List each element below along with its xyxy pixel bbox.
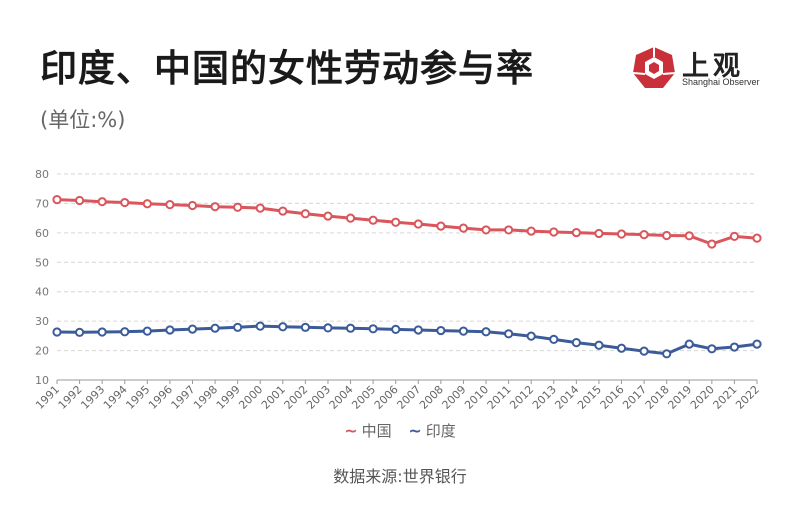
- data-point-china: [391, 217, 401, 227]
- data-point-china: [278, 206, 288, 216]
- data-point-india: [504, 329, 514, 339]
- logo-name-en: Shanghai Observer: [682, 77, 760, 87]
- data-point-china: [345, 213, 356, 223]
- data-point-india: [481, 327, 491, 337]
- data-point-china: [74, 195, 85, 206]
- legend: ~ 中国 ~ 印度: [0, 420, 800, 441]
- legend-label-india: 印度: [425, 422, 456, 440]
- data-point-china: [684, 231, 694, 241]
- data-point-china: [436, 221, 446, 231]
- series-line-india: [56, 324, 758, 356]
- data-point-india: [120, 327, 130, 337]
- data-point-china: [662, 230, 672, 241]
- data-point-china: [323, 211, 333, 221]
- y-tick-label: 40: [35, 286, 49, 299]
- data-point-china: [413, 219, 423, 229]
- y-tick-label: 70: [35, 197, 49, 210]
- page-title: 印度、中国的女性劳动参与率: [40, 47, 534, 90]
- data-point-india: [210, 323, 220, 333]
- data-point-china: [210, 202, 220, 212]
- data-point-india: [345, 323, 356, 333]
- data-point-india: [616, 343, 627, 353]
- source-note: 数据来源:世界银行: [333, 467, 467, 486]
- data-point-china: [165, 200, 175, 210]
- data-point-india: [233, 322, 243, 332]
- data-point-india: [752, 339, 762, 349]
- legend-swatch-china: ~: [344, 421, 358, 440]
- data-point-india: [684, 339, 694, 349]
- data-point-india: [368, 324, 378, 334]
- data-point-china: [549, 227, 559, 237]
- data-point-india: [52, 327, 62, 337]
- data-point-india: [729, 342, 740, 352]
- series-line-china: [56, 198, 758, 246]
- y-tick-label: 80: [35, 168, 49, 181]
- data-point-china: [255, 203, 265, 213]
- data-point-india: [165, 325, 175, 335]
- data-point-india: [639, 346, 649, 356]
- data-point-china: [594, 228, 604, 239]
- data-point-india: [413, 325, 423, 335]
- logo-name-cn: 上观: [682, 51, 744, 82]
- data-point-india: [74, 327, 85, 337]
- data-point-india: [255, 321, 265, 331]
- data-point-china: [707, 239, 717, 249]
- x-tick-label: 2022: [733, 383, 762, 410]
- y-tick-label: 10: [35, 374, 49, 387]
- data-point-china: [639, 230, 649, 240]
- legend-item-china[interactable]: ~ 中国: [344, 420, 391, 441]
- line-chart: 1020304050607080199119921993199419951996…: [33, 168, 762, 410]
- legend-item-india[interactable]: ~ 印度: [408, 420, 455, 441]
- logo: 上观 Shanghai Observer: [632, 44, 772, 94]
- unit-note: (单位:%): [40, 108, 126, 132]
- y-tick-label: 30: [35, 315, 49, 328]
- y-tick-label: 20: [35, 345, 49, 358]
- data-point-china: [368, 215, 378, 225]
- data-point-china: [752, 233, 762, 243]
- data-point-china: [233, 202, 243, 212]
- y-tick-label: 50: [35, 256, 49, 269]
- legend-label-china: 中国: [361, 422, 392, 440]
- data-point-china: [458, 223, 469, 233]
- data-point-india: [458, 326, 469, 336]
- data-point-china: [729, 231, 740, 241]
- data-point-india: [391, 324, 401, 334]
- data-point-india: [142, 326, 152, 336]
- data-point-china: [187, 200, 198, 211]
- data-point-china: [526, 226, 536, 236]
- data-point-india: [526, 331, 536, 341]
- data-point-india: [436, 325, 446, 336]
- data-point-india: [594, 340, 604, 350]
- data-point-china: [300, 209, 310, 219]
- data-point-india: [278, 322, 288, 332]
- data-point-india: [300, 322, 310, 332]
- data-point-india: [187, 324, 198, 334]
- data-point-china: [97, 197, 107, 207]
- data-point-india: [97, 327, 107, 337]
- data-point-india: [707, 344, 717, 354]
- data-point-india: [571, 338, 581, 348]
- data-point-china: [142, 199, 152, 209]
- legend-swatch-india: ~: [408, 421, 422, 440]
- shanghai-observer-logo-icon: [632, 47, 676, 88]
- data-point-china: [481, 225, 491, 235]
- data-point-china: [120, 197, 130, 208]
- y-tick-label: 60: [35, 227, 49, 240]
- data-point-china: [504, 225, 514, 235]
- data-point-china: [616, 229, 627, 239]
- data-point-china: [571, 227, 581, 238]
- data-point-china: [52, 195, 62, 205]
- data-point-india: [323, 323, 333, 333]
- data-point-india: [662, 349, 672, 359]
- data-point-india: [549, 334, 559, 344]
